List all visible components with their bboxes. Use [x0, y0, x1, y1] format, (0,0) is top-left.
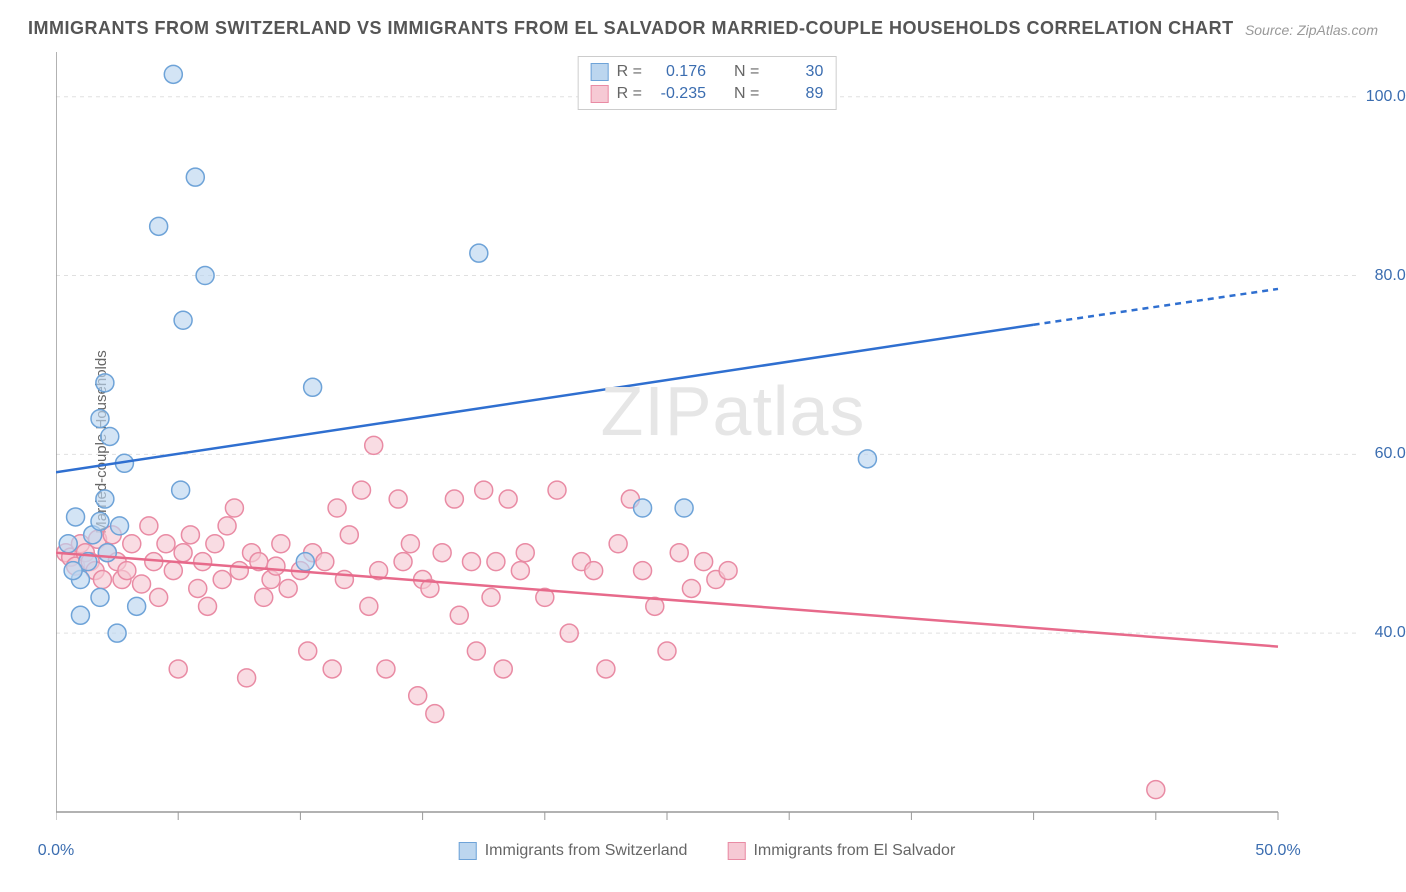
n-label: N = — [734, 63, 759, 81]
legend-item-series2: Immigrants from El Salvador — [727, 842, 955, 860]
n-value-series2: 89 — [767, 85, 823, 103]
x-tick-label: 0.0% — [38, 842, 74, 860]
series2-name: Immigrants from El Salvador — [753, 842, 955, 860]
r-value-series2: -0.235 — [650, 85, 706, 103]
chart-title: IMMIGRANTS FROM SWITZERLAND VS IMMIGRANT… — [28, 18, 1234, 39]
source-attribution: Source: ZipAtlas.com — [1245, 22, 1378, 38]
swatch-series1-icon — [459, 842, 477, 860]
r-label: R = — [617, 85, 642, 103]
r-label: R = — [617, 63, 642, 81]
swatch-series1 — [591, 63, 609, 81]
legend-row-series2: R = -0.235 N = 89 — [591, 83, 824, 105]
legend-item-series1: Immigrants from Switzerland — [459, 842, 688, 860]
scatter-plot: ZIPatlas R = 0.176 N = 30 R = -0.235 N =… — [56, 52, 1358, 832]
chart-area: Married-couple Households ZIPatlas R = 0… — [48, 52, 1358, 832]
r-value-series1: 0.176 — [650, 63, 706, 81]
plot-svg — [56, 52, 1358, 832]
x-tick-label: 50.0% — [1255, 842, 1300, 860]
y-tick-label: 40.0% — [1375, 624, 1406, 642]
swatch-series2-icon — [727, 842, 745, 860]
series-legend: Immigrants from Switzerland Immigrants f… — [459, 842, 956, 860]
n-value-series1: 30 — [767, 63, 823, 81]
series1-name: Immigrants from Switzerland — [485, 842, 688, 860]
legend-row-series1: R = 0.176 N = 30 — [591, 61, 824, 83]
y-tick-label: 60.0% — [1375, 445, 1406, 463]
y-tick-label: 100.0% — [1366, 88, 1406, 106]
y-tick-label: 80.0% — [1375, 267, 1406, 285]
n-label: N = — [734, 85, 759, 103]
correlation-legend: R = 0.176 N = 30 R = -0.235 N = 89 — [578, 56, 837, 110]
swatch-series2 — [591, 85, 609, 103]
